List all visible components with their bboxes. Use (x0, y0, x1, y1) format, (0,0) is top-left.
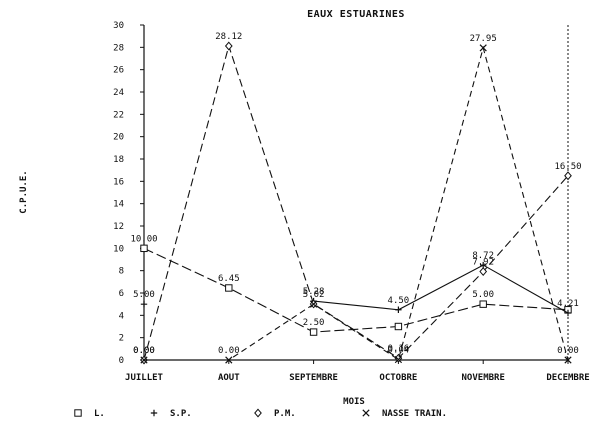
data-point-nasse-train (140, 356, 148, 364)
y-tick-label: 10 (113, 244, 124, 254)
data-label-p-m: 16.50 (554, 162, 581, 172)
x-tick-label: JUILLET (125, 373, 164, 383)
legend-label-nasse-train: NASSE TRAIN. (382, 409, 447, 419)
y-tick-label: 16 (113, 177, 124, 187)
series-line-l (143, 247, 569, 333)
data-label-p-m: 28.12 (215, 32, 242, 42)
legend-marker-nasse-train (362, 409, 370, 417)
data-label-p-m: 7.92 (472, 258, 494, 268)
y-tick-label: 20 (113, 133, 124, 143)
legend-marker-p-m (254, 408, 262, 418)
data-point-l (394, 322, 403, 331)
data-point-l (225, 284, 233, 292)
data-point-nasse-train (564, 356, 572, 364)
data-label-s-p: 4.21 (557, 299, 579, 309)
legend-marker-s-p (150, 409, 158, 417)
series-line-s-p (313, 264, 569, 314)
y-tick-label: 18 (113, 155, 124, 165)
data-point-s-p (140, 300, 148, 308)
data-label-s-p: 8.72 (472, 251, 494, 261)
data-label-s-p: 4.50 (388, 296, 410, 306)
legend-label-s-p: S.P. (170, 409, 192, 419)
data-point-nasse-train (309, 300, 318, 308)
data-label-s-p: 5.28 (303, 287, 325, 297)
legend-label-p-m: P.M. (274, 409, 296, 419)
data-point-p-m (564, 171, 572, 181)
data-label-nasse-train: 27.95 (470, 34, 497, 44)
x-tick-label: OCTOBRE (379, 373, 417, 383)
y-tick-label: 24 (113, 88, 124, 98)
y-tick-label: 6 (119, 289, 124, 299)
y-tick-label: 4 (119, 311, 124, 321)
data-point-nasse-train (479, 44, 487, 52)
x-tick-label: AOUT (218, 373, 240, 383)
y-axis-label: C.P.U.E. (19, 170, 29, 213)
data-label-p-m: 0.00 (133, 346, 155, 356)
chart-title: EAUX ESTUARINES (307, 9, 405, 20)
x-axis-label: MOIS (343, 397, 365, 407)
data-point-nasse-train (394, 355, 403, 364)
data-label-l: 5.00 (472, 290, 494, 300)
x-tick-label: DECEMBRE (546, 373, 589, 383)
data-label-nasse-train: 0.04 (388, 346, 410, 356)
y-tick-label: 12 (113, 222, 124, 232)
data-label-p-m: 0.16 (388, 344, 410, 354)
legend-label-l: L. (94, 409, 105, 419)
data-label-nasse-train: 0.00 (218, 346, 240, 356)
data-point-p-m (479, 267, 488, 277)
y-tick-label: 0 (119, 356, 124, 366)
data-label-p-m: 5.02 (303, 290, 325, 300)
data-point-p-m (224, 41, 233, 51)
y-tick-label: 8 (119, 267, 124, 277)
y-tick-label: 14 (113, 200, 124, 210)
y-tick-label: 28 (113, 43, 124, 53)
data-point-nasse-train (225, 356, 233, 364)
data-label-nasse-train: 0.00 (133, 346, 155, 356)
series-line-nasse-train (144, 45, 569, 361)
data-point-s-p (395, 306, 402, 313)
data-label-l: 10.00 (130, 234, 157, 244)
x-tick-label: NOVEMBRE (462, 373, 505, 383)
data-point-l (479, 300, 487, 308)
legend: L. S.P. P.M. NASSE TRAIN. (74, 408, 447, 419)
data-label-l: 6.45 (218, 274, 240, 284)
y-tick-label: 30 (113, 21, 124, 31)
data-point-s-p (564, 309, 572, 317)
y-tick-label: 2 (119, 334, 124, 344)
data-label-nasse-train: 0.00 (557, 346, 579, 356)
data-label-l: 2.50 (303, 318, 325, 328)
y-tick-label: 22 (113, 110, 124, 120)
data-point-l (140, 244, 148, 253)
data-label-s-p: 5.00 (133, 290, 155, 300)
y-tick-label: 26 (113, 66, 124, 76)
x-tick-label: SEPTEMBRE (289, 373, 338, 383)
series-line-p-m (143, 44, 569, 361)
legend-marker-l (74, 409, 82, 417)
data-point-l (309, 328, 318, 336)
